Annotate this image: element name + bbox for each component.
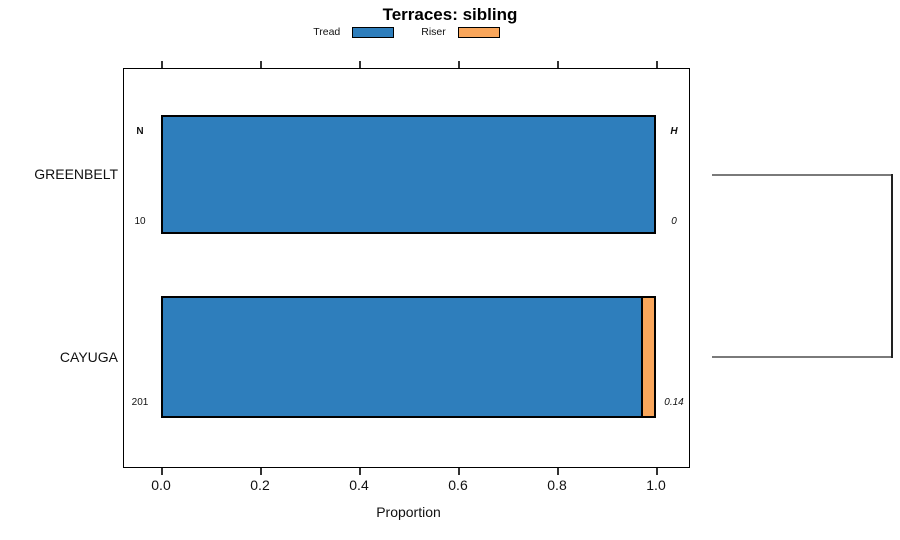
y-label-greenbelt: GREENBELT xyxy=(34,166,118,182)
y-label-cayuga: CAYUGA xyxy=(59,349,118,365)
chart-legend: Tread Riser xyxy=(0,26,813,38)
legend-item-riser: Riser xyxy=(421,26,500,38)
x-tick-label-5: 1.0 xyxy=(646,477,666,493)
x-tick-top-5 xyxy=(656,61,658,68)
bar-cayuga-tread-segment xyxy=(163,298,642,416)
bar-greenbelt xyxy=(161,115,656,234)
x-tick-label-1: 0.2 xyxy=(250,477,270,493)
dendrogram-branch-greenbelt xyxy=(712,174,893,176)
x-tick-bottom-4 xyxy=(557,468,559,475)
x-tick-top-4 xyxy=(557,61,559,68)
x-tick-bottom-2 xyxy=(359,468,361,475)
legend-item-tread: Tread xyxy=(313,26,395,38)
bar-greenbelt-tread-segment xyxy=(163,117,654,232)
plot-area-border xyxy=(123,68,690,468)
x-tick-label-0: 0.0 xyxy=(151,477,171,493)
n-value-greenbelt: 10 xyxy=(134,216,146,227)
x-tick-bottom-1 xyxy=(260,468,262,475)
x-tick-label-4: 0.8 xyxy=(547,477,567,493)
legend-swatch-tread xyxy=(352,26,395,38)
x-tick-top-1 xyxy=(260,61,262,68)
legend-swatch-riser xyxy=(457,26,500,38)
n-value-cayuga: 201 xyxy=(131,397,149,408)
chart-title: Terraces: sibling xyxy=(382,5,518,24)
x-tick-label-2: 0.4 xyxy=(349,477,369,493)
x-tick-top-0 xyxy=(161,61,163,68)
x-axis-title: Proportion xyxy=(376,504,441,520)
dendrogram-branch-cayuga xyxy=(712,356,893,358)
legend-label-riser: Riser xyxy=(421,26,446,38)
h-value-greenbelt: 0 xyxy=(671,216,677,227)
x-tick-bottom-5 xyxy=(656,468,658,475)
bar-cayuga xyxy=(161,296,656,418)
x-tick-bottom-3 xyxy=(458,468,460,475)
x-tick-top-3 xyxy=(458,61,460,68)
bar-cayuga-riser-segment xyxy=(641,298,654,416)
n-column-header: N xyxy=(136,126,144,137)
h-value-cayuga: 0.14 xyxy=(664,397,684,408)
x-tick-label-3: 0.6 xyxy=(448,477,468,493)
dendrogram-join-line xyxy=(891,174,893,358)
x-tick-bottom-0 xyxy=(161,468,163,475)
h-column-header: H xyxy=(670,126,678,137)
x-tick-top-2 xyxy=(359,61,361,68)
legend-label-tread: Tread xyxy=(313,26,341,38)
